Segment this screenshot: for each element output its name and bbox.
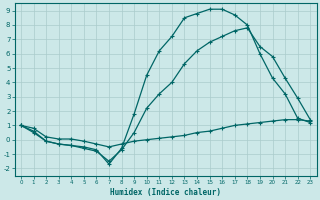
X-axis label: Humidex (Indice chaleur): Humidex (Indice chaleur) — [110, 188, 221, 197]
